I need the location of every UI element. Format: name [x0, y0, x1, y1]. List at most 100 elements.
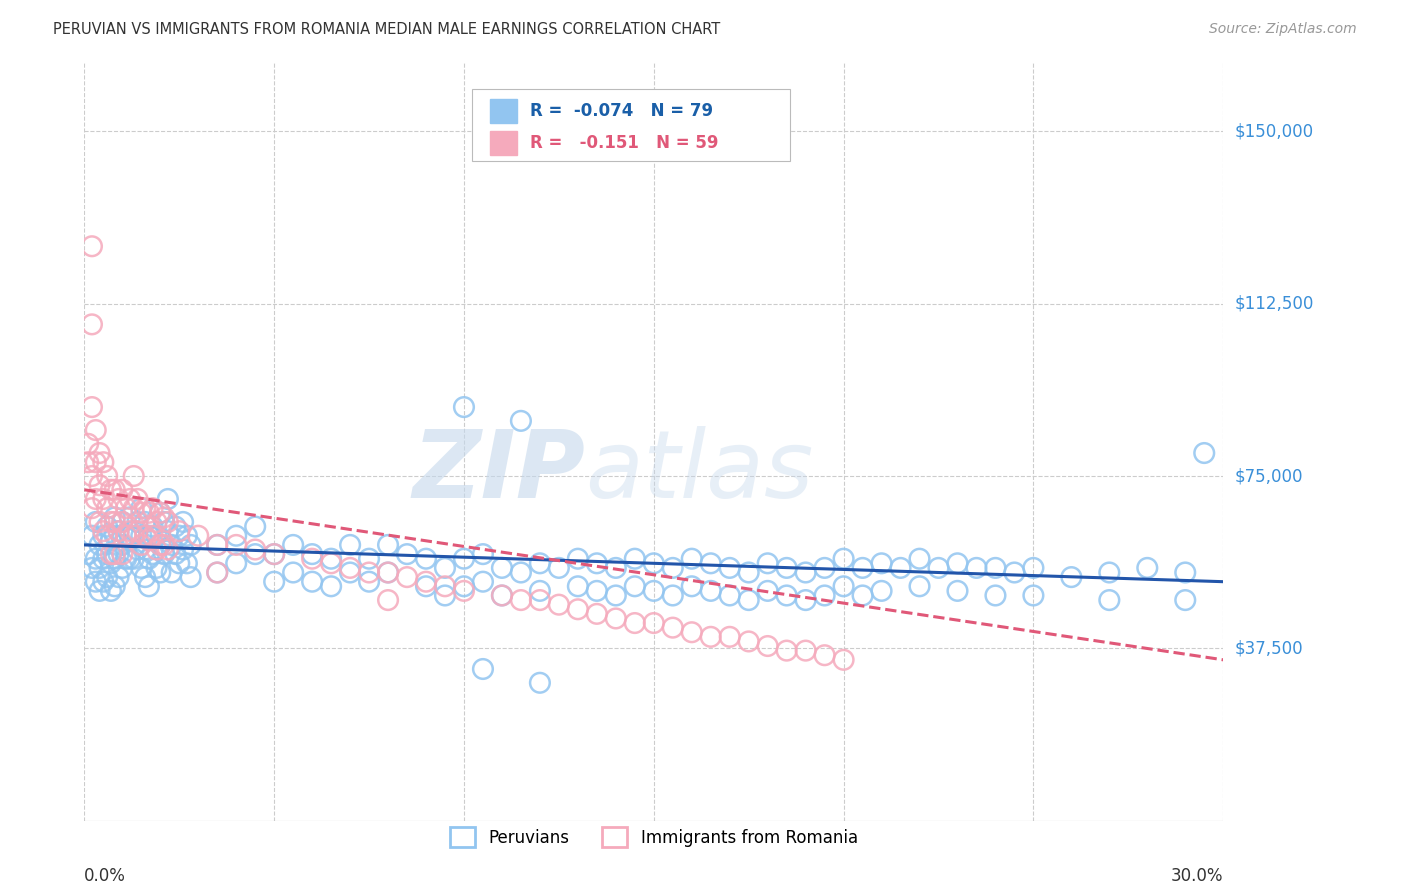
Point: [1098, 566, 1121, 580]
Point: [142, 529, 165, 543]
Point: [165, 519, 187, 533]
Point: [662, 589, 685, 603]
Text: $75,000: $75,000: [1234, 467, 1303, 485]
Point: [567, 551, 589, 566]
Point: [946, 583, 969, 598]
Point: [77, 437, 100, 451]
Point: [107, 524, 129, 538]
Point: [118, 524, 141, 538]
Point: [122, 529, 145, 543]
Point: [111, 483, 134, 497]
Point: [93, 529, 115, 543]
Point: [160, 566, 183, 580]
Point: [510, 593, 533, 607]
Point: [169, 557, 191, 571]
Point: [104, 529, 127, 543]
Point: [908, 579, 931, 593]
Point: [529, 675, 551, 690]
Point: [586, 607, 609, 621]
Point: [700, 630, 723, 644]
Point: [115, 529, 138, 543]
Point: [122, 469, 145, 483]
Point: [118, 529, 141, 543]
Point: [138, 533, 160, 548]
Point: [138, 506, 160, 520]
Point: [624, 579, 647, 593]
Point: [107, 570, 129, 584]
Point: [156, 515, 179, 529]
Point: [586, 557, 609, 571]
Point: [156, 542, 179, 557]
Point: [567, 602, 589, 616]
Point: [832, 579, 855, 593]
Point: [207, 538, 229, 552]
Point: [96, 501, 118, 516]
Point: [681, 551, 703, 566]
Point: [396, 547, 419, 561]
Point: [472, 662, 495, 676]
Point: [814, 648, 837, 663]
Point: [100, 583, 122, 598]
Point: [832, 551, 855, 566]
Point: [138, 579, 160, 593]
Point: [339, 561, 361, 575]
Point: [377, 566, 399, 580]
Text: $150,000: $150,000: [1234, 122, 1313, 140]
Point: [96, 547, 118, 561]
Point: [1060, 570, 1083, 584]
Point: [207, 538, 229, 552]
Point: [156, 524, 179, 538]
Point: [415, 574, 437, 589]
Point: [118, 491, 141, 506]
Point: [984, 561, 1007, 575]
Point: [624, 615, 647, 630]
Point: [1004, 566, 1026, 580]
Point: [245, 547, 267, 561]
Point: [567, 579, 589, 593]
Point: [100, 515, 122, 529]
Point: [111, 561, 134, 575]
Point: [662, 561, 685, 575]
Point: [700, 557, 723, 571]
Point: [738, 634, 761, 648]
Point: [131, 529, 153, 543]
Text: ZIP: ZIP: [412, 425, 585, 518]
Point: [794, 593, 817, 607]
Point: [605, 611, 627, 625]
Text: $37,500: $37,500: [1234, 640, 1303, 657]
Point: [131, 561, 153, 575]
Point: [96, 519, 118, 533]
Point: [339, 566, 361, 580]
Point: [180, 538, 202, 552]
Text: 30.0%: 30.0%: [1171, 867, 1223, 885]
Point: [96, 529, 118, 543]
Point: [142, 501, 165, 516]
Point: [111, 547, 134, 561]
Point: [359, 551, 381, 566]
Point: [225, 538, 247, 552]
Point: [453, 400, 475, 414]
Point: [111, 515, 134, 529]
Point: [100, 557, 122, 571]
Point: [104, 579, 127, 593]
Point: [1174, 593, 1197, 607]
Point: [738, 566, 761, 580]
Point: [138, 529, 160, 543]
Point: [718, 589, 741, 603]
Point: [127, 515, 149, 529]
Point: [149, 506, 172, 520]
Point: [434, 561, 457, 575]
Point: [946, 557, 969, 571]
Point: [207, 566, 229, 580]
Point: [145, 515, 167, 529]
Point: [359, 566, 381, 580]
Point: [149, 506, 172, 520]
Point: [89, 561, 111, 575]
Point: [142, 519, 165, 533]
Point: [169, 524, 191, 538]
Point: [263, 574, 285, 589]
Point: [89, 478, 111, 492]
Point: [107, 491, 129, 506]
Text: $112,500: $112,500: [1234, 294, 1315, 313]
Point: [111, 515, 134, 529]
